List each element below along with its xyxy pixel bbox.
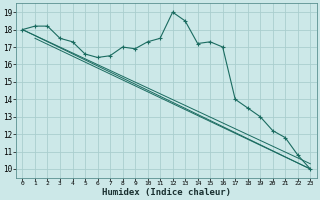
X-axis label: Humidex (Indice chaleur): Humidex (Indice chaleur) <box>102 188 231 197</box>
